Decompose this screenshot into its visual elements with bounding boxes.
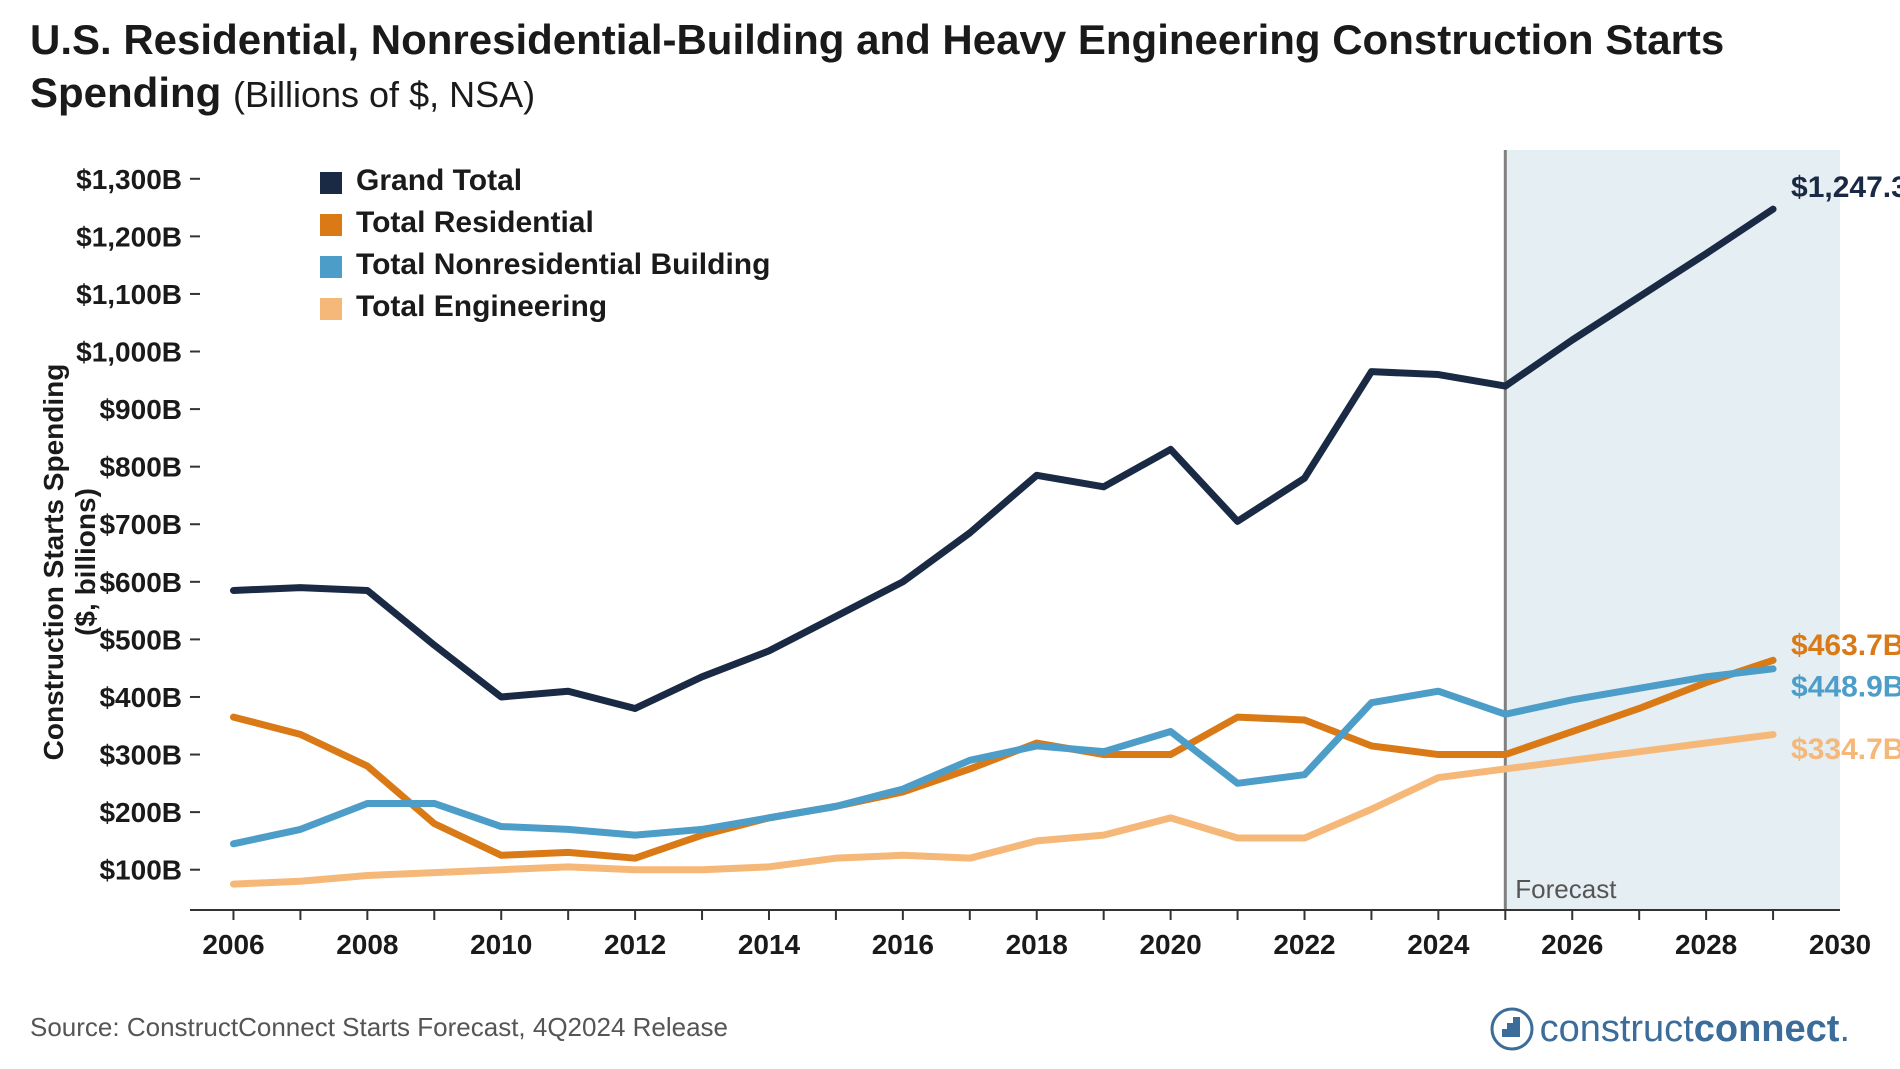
svg-text:$900B: $900B [99, 394, 182, 425]
svg-text:2016: 2016 [872, 929, 934, 960]
brand-icon [1490, 1007, 1534, 1051]
svg-text:$334.7B: $334.7B [1791, 733, 1900, 766]
svg-text:$100B: $100B [99, 855, 182, 886]
svg-text:2030: 2030 [1809, 929, 1871, 960]
svg-text:$600B: $600B [99, 567, 182, 598]
svg-text:Forecast: Forecast [1515, 874, 1617, 904]
svg-text:$1,300B: $1,300B [76, 164, 182, 195]
svg-text:Total Nonresidential Building: Total Nonresidential Building [356, 248, 770, 281]
svg-text:Total Residential: Total Residential [356, 206, 594, 239]
svg-text:2018: 2018 [1006, 929, 1068, 960]
svg-text:Total Engineering: Total Engineering [356, 290, 607, 323]
line-chart: 2006 2008 2010 2012 2014 2016 2018 2020 2022 2024… [0, 0, 1900, 1069]
svg-text:$800B: $800B [99, 452, 182, 483]
svg-text:$500B: $500B [99, 624, 182, 655]
svg-text:Grand Total: Grand Total [356, 164, 522, 197]
svg-text:2008: 2008 [336, 929, 398, 960]
svg-text:2006: 2006 [202, 929, 264, 960]
brand-bold: connect [1694, 1008, 1840, 1050]
svg-text:$700B: $700B [99, 509, 182, 540]
svg-text:$1,200B: $1,200B [76, 221, 182, 252]
svg-text:2010: 2010 [470, 929, 532, 960]
svg-text:$448.9B: $448.9B [1791, 671, 1900, 704]
svg-text:2014: 2014 [738, 929, 801, 960]
svg-text:2024: 2024 [1407, 929, 1470, 960]
svg-text:$463.7B: $463.7B [1791, 629, 1900, 662]
svg-text:2022: 2022 [1273, 929, 1335, 960]
source-text: Source: ConstructConnect Starts Forecast… [30, 1012, 728, 1043]
svg-text:2028: 2028 [1675, 929, 1737, 960]
brand-logo: constructconnect. [1490, 1007, 1850, 1051]
svg-text:2026: 2026 [1541, 929, 1603, 960]
brand-thin: construct [1540, 1008, 1694, 1050]
svg-text:$200B: $200B [99, 797, 182, 828]
svg-text:$1,000B: $1,000B [76, 337, 182, 368]
svg-text:2012: 2012 [604, 929, 666, 960]
svg-text:$300B: $300B [99, 740, 182, 771]
svg-text:$1,247.3B: $1,247.3B [1791, 171, 1900, 204]
svg-text:$1,100B: $1,100B [76, 279, 182, 310]
svg-text:2020: 2020 [1139, 929, 1201, 960]
svg-text:$400B: $400B [99, 682, 182, 713]
